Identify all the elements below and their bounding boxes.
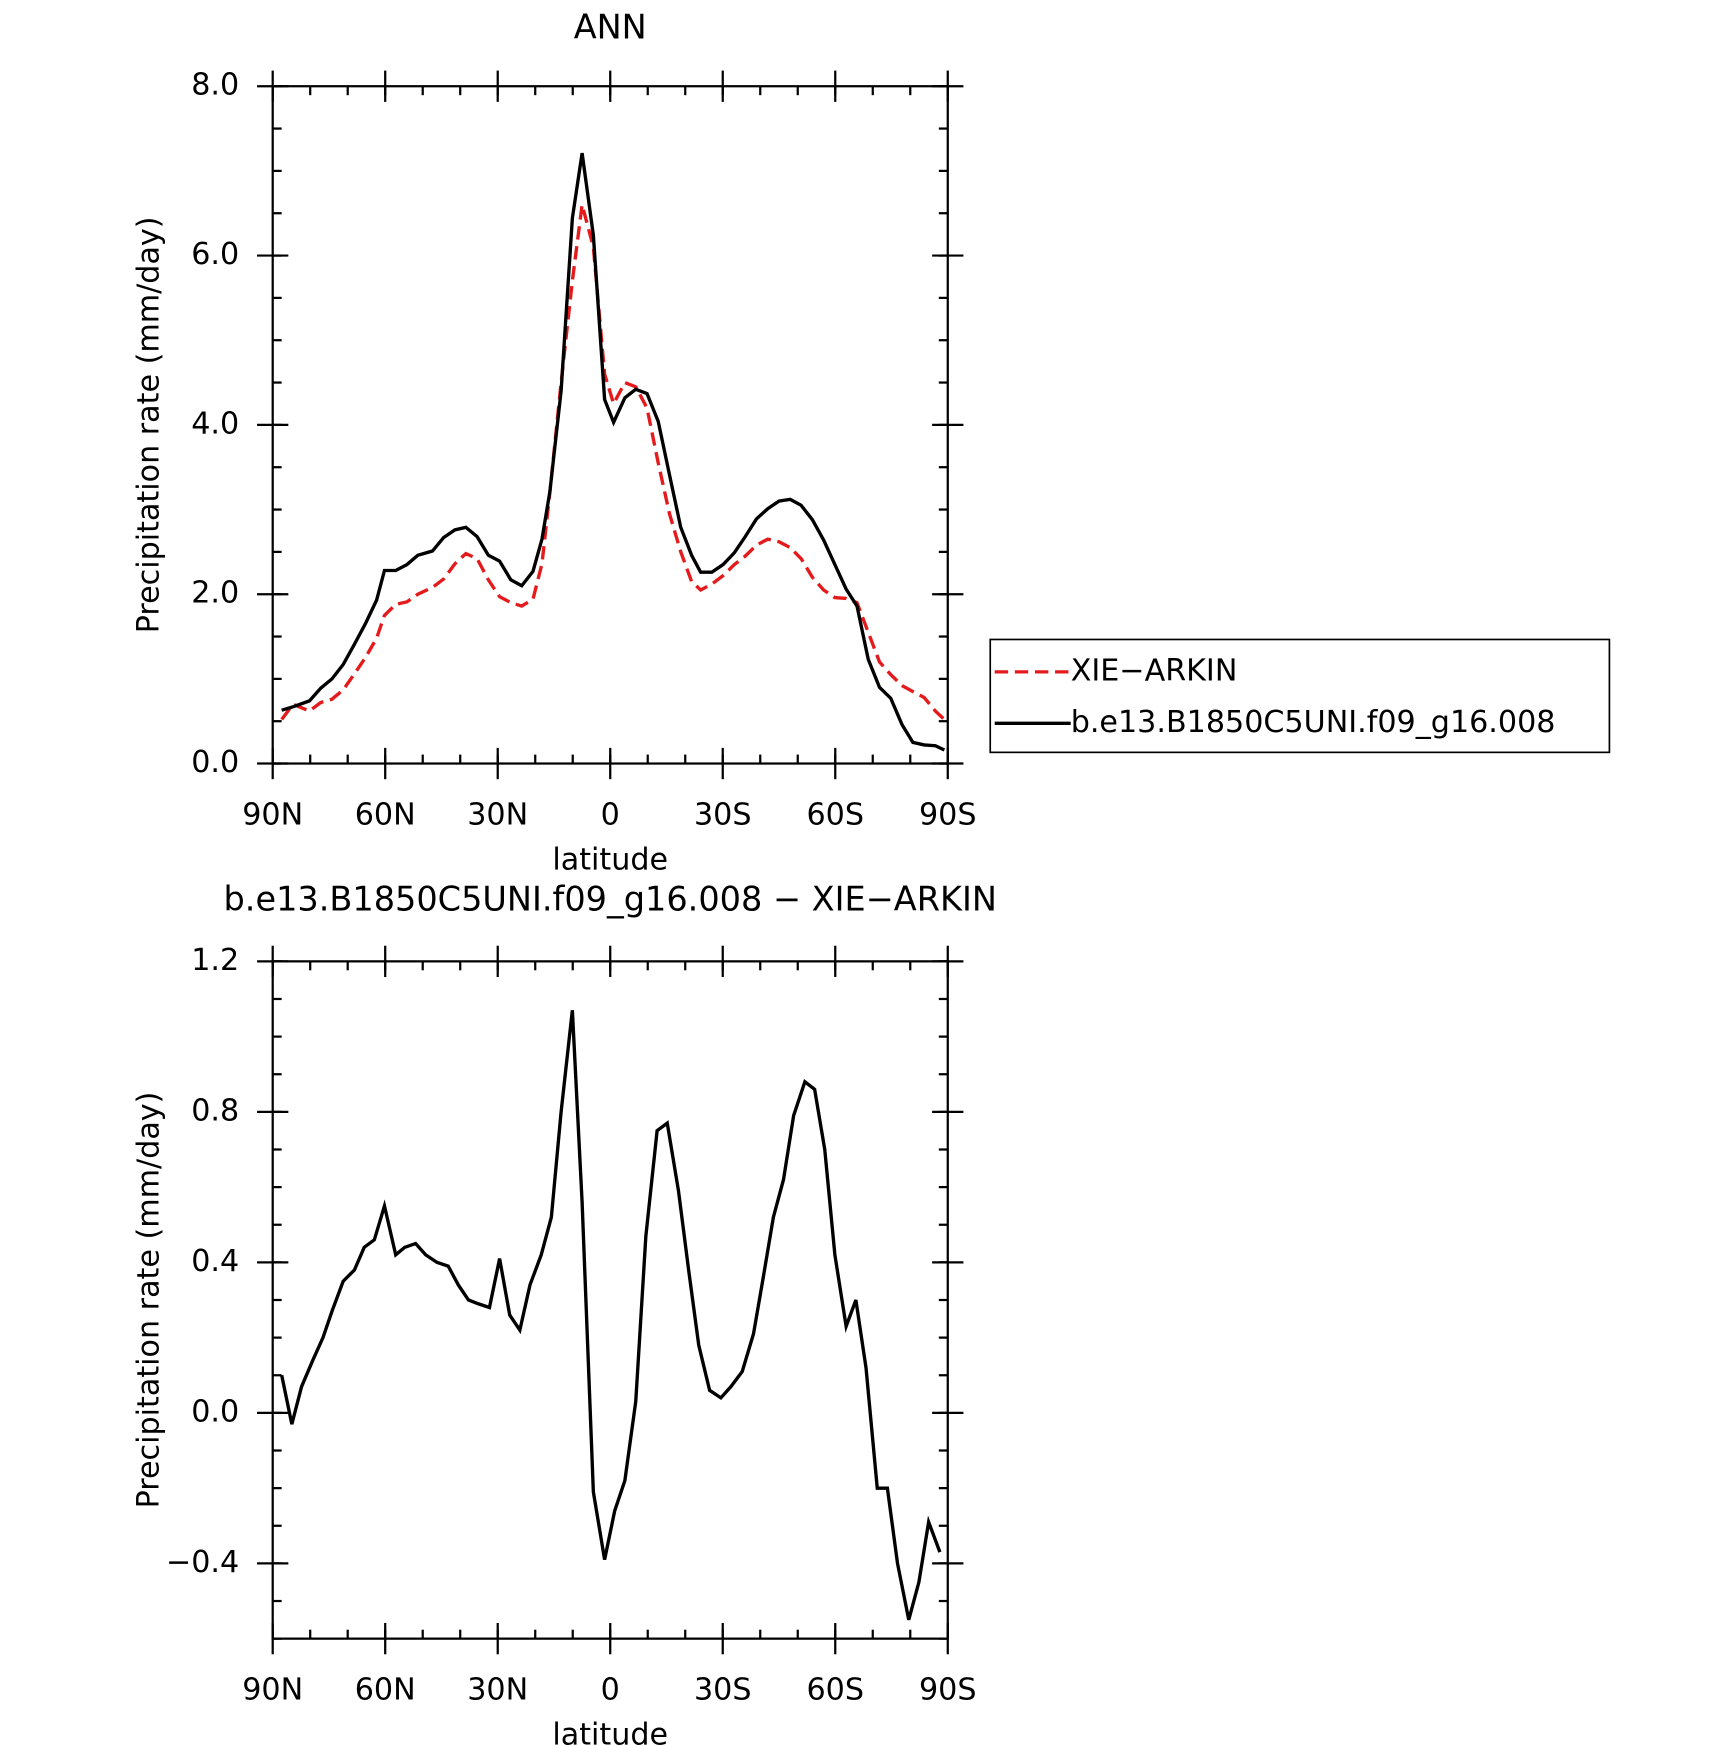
x-axis-label: latitude <box>552 1717 668 1745</box>
x-tick-label: 30S <box>694 798 752 833</box>
chart-title: b.e13.B1850C5UNI.f09_g16.008 − XIE−ARKIN <box>224 880 997 919</box>
x-tick-label: 90S <box>919 798 977 833</box>
plot-frame <box>271 960 949 1640</box>
series-line <box>280 1010 942 1621</box>
y-tick-label: 0.0 <box>191 745 239 780</box>
plot: ANN latitude Precipitation rate (mm/day) 0.… <box>131 8 1611 877</box>
x-tick-label: 90N <box>242 1673 303 1708</box>
y-axis-label: Precipitation rate (mm/day) <box>131 1092 166 1509</box>
y-tick-label: 0.8 <box>191 1093 239 1128</box>
x-axis-label: latitude <box>552 842 668 877</box>
y-tick-label: 2.0 <box>191 576 239 611</box>
y-axis-label: Precipitation rate (mm/day) <box>131 216 166 633</box>
series-line <box>280 204 946 721</box>
x-tick-label: 30S <box>694 1673 752 1708</box>
x-tick-label: 60N <box>355 798 416 833</box>
x-tick-label: 60S <box>806 798 864 833</box>
x-tick-label: 30N <box>467 1673 528 1708</box>
series-line <box>281 152 946 752</box>
x-tick-label: 0 <box>601 1673 620 1708</box>
x-tick-label: 90S <box>919 1673 977 1708</box>
x-tick-label: 60S <box>806 1673 864 1708</box>
x-tick-label: 90N <box>242 798 303 833</box>
plot: b.e13.B1850C5UNI.f09_g16.008 − XIE−ARKIN… <box>131 880 997 1745</box>
x-tick-label: 60N <box>355 1673 416 1708</box>
y-tick-label: −0.4 <box>166 1545 239 1580</box>
y-tick-label: 1.2 <box>191 943 239 978</box>
legend-label: b.e13.B1850C5UNI.f09_g16.008 <box>1071 705 1556 740</box>
legend-label: XIE−ARKIN <box>1071 653 1238 688</box>
plot-frame <box>271 85 949 765</box>
y-tick-label: 0.0 <box>191 1394 239 1429</box>
y-tick-label: 0.4 <box>191 1244 239 1279</box>
chart-title: ANN <box>574 8 647 47</box>
y-tick-label: 8.0 <box>191 68 239 103</box>
y-tick-label: 4.0 <box>191 406 239 441</box>
y-tick-label: 6.0 <box>191 237 239 272</box>
x-tick-label: 0 <box>601 798 620 833</box>
legend-box <box>989 638 1611 754</box>
x-tick-label: 30N <box>467 798 528 833</box>
